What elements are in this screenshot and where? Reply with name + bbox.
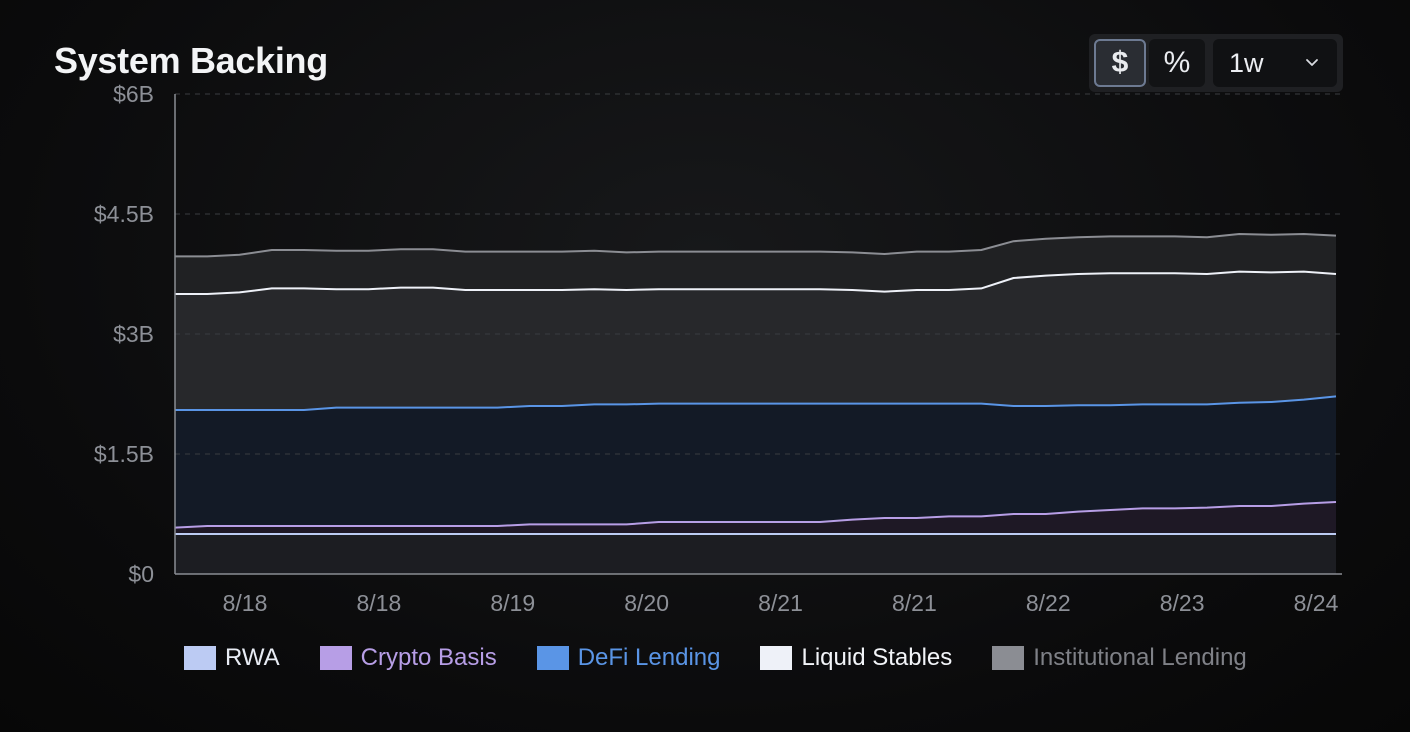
series-line-institutional-lending <box>175 233 1337 258</box>
y-tick-label: $4.5B <box>94 201 154 227</box>
time-range-value: 1w <box>1229 47 1264 78</box>
area-institutional-lending <box>175 234 1336 294</box>
x-tick-label: 8/19 <box>490 590 535 616</box>
x-tick-label: 8/22 <box>1026 590 1071 616</box>
time-range-select[interactable]: 1w <box>1213 39 1337 87</box>
y-tick-label: $0 <box>128 561 154 587</box>
y-tick-label: $6B <box>113 81 154 107</box>
series-line-liquid-stables <box>175 270 1337 295</box>
legend-swatch <box>184 646 216 670</box>
series-line-defi-lending <box>175 395 1337 411</box>
percent-toggle-button[interactable]: % <box>1149 39 1205 87</box>
area-liquid-stables <box>175 271 1336 410</box>
x-tick-label: 8/24 <box>1294 590 1339 616</box>
area-rwa <box>175 534 1336 574</box>
y-tick-label: $3B <box>113 321 154 347</box>
legend-label: Institutional Lending <box>1033 644 1247 671</box>
legend-swatch <box>536 646 569 670</box>
chart-controls: $ % 1w <box>1089 34 1343 92</box>
x-tick-label: 8/18 <box>223 590 268 616</box>
x-tick-label: 8/21 <box>892 590 937 616</box>
series-line-crypto-basis <box>174 501 1337 529</box>
stacked-area-chart: $0 $1.5B $3B $4.5B $6B 8/18 8/18 8/19 8/20 8/21 8/… <box>94 81 1342 616</box>
area-defi-lending <box>175 396 1336 528</box>
legend-label: DeFi Lending <box>577 644 721 671</box>
legend-item-liquid-stables[interactable]: Liquid Stables <box>760 644 952 672</box>
chevron-down-icon <box>1306 59 1318 66</box>
x-tick-label: 8/18 <box>356 590 401 616</box>
legend-swatch <box>992 646 1025 670</box>
x-tick-label: 8/20 <box>624 590 669 616</box>
legend-label: Crypto Basis <box>360 644 497 671</box>
x-tick-label: 8/21 <box>758 590 803 616</box>
legend-item-defi-lending[interactable]: DeFi Lending <box>536 644 721 672</box>
legend-item-rwa[interactable]: RWA <box>184 644 280 672</box>
chart-title: System Backing <box>54 40 328 81</box>
legend-label: RWA <box>225 644 280 671</box>
legend-swatch <box>760 646 793 670</box>
dollar-toggle-button[interactable]: $ <box>1094 39 1146 87</box>
legend-swatch <box>319 646 352 670</box>
chart-legend: RWA Crypto Basis DeFi Lending Liquid Stable… <box>184 644 1287 672</box>
legend-label: Liquid Stables <box>801 644 953 671</box>
y-tick-label: $1.5B <box>94 441 154 467</box>
x-tick-label: 8/23 <box>1160 590 1205 616</box>
legend-item-institutional-lending[interactable]: Institutional Lending <box>992 644 1247 672</box>
legend-item-crypto-basis[interactable]: Crypto Basis <box>319 644 497 672</box>
